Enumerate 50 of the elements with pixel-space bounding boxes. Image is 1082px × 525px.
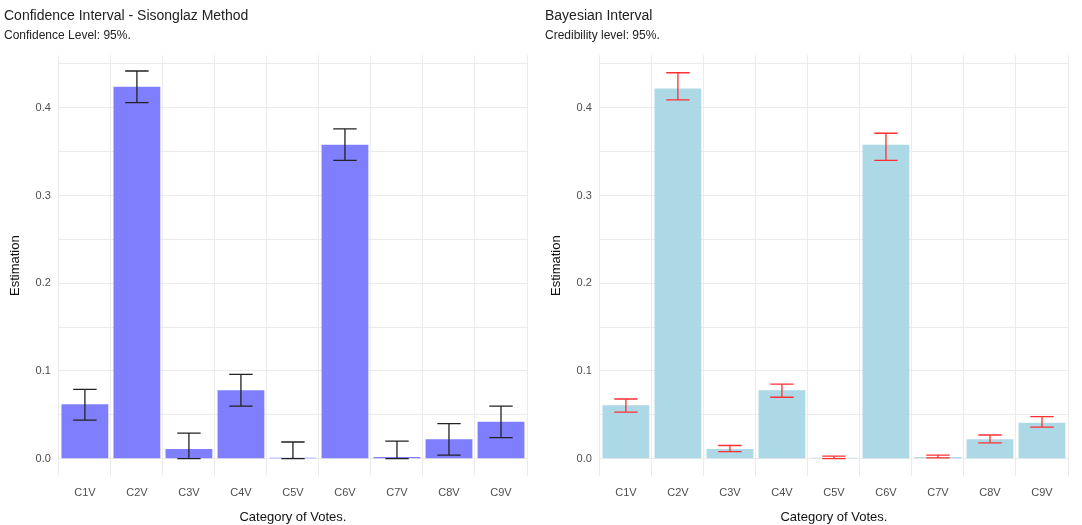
chart-subtitle: Confidence Level: 95%. [4, 28, 131, 43]
bar [425, 439, 473, 459]
x-axis-title: Category of Votes. [239, 508, 347, 524]
x-tick-label: C7V [386, 485, 409, 498]
x-tick-label: C4V [230, 485, 253, 498]
y-tick-label: 0.3 [576, 188, 592, 201]
x-tick-label: C4V [771, 485, 794, 498]
y-tick-label: 0.2 [35, 276, 51, 289]
chart-title: Bayesian Interval [545, 7, 653, 24]
y-axis-title: Estimation [7, 235, 23, 297]
y-tick-label: 0.1 [35, 363, 51, 376]
bar [61, 404, 109, 459]
bar [217, 390, 265, 459]
bar [113, 86, 161, 459]
x-tick-label: C6V [875, 485, 898, 498]
bar [862, 144, 910, 459]
y-tick-label: 0.1 [576, 363, 592, 376]
chart-subtitle: Credibility level: 95%. [545, 28, 660, 43]
y-tick-label: 0.4 [576, 100, 592, 113]
x-tick-label: C7V [927, 485, 950, 498]
x-tick-label: C2V [126, 485, 149, 498]
x-tick-label: C2V [667, 485, 690, 498]
x-tick-label: C5V [282, 485, 305, 498]
bar [165, 449, 213, 459]
bar [758, 390, 806, 459]
y-tick-label: 0.2 [576, 276, 592, 289]
bar [602, 405, 650, 459]
y-tick-label: 0.3 [35, 188, 51, 201]
x-tick-label: C5V [823, 485, 846, 498]
x-tick-label: C8V [979, 485, 1002, 498]
x-axis-title: Category of Votes. [780, 508, 888, 524]
x-tick-label: C6V [334, 485, 357, 498]
x-tick-label: C1V [615, 485, 638, 498]
bar [477, 421, 525, 459]
bar [966, 439, 1014, 459]
y-tick-label: 0.0 [35, 451, 51, 464]
x-tick-label: C3V [178, 485, 201, 498]
x-tick-label: C9V [1031, 485, 1054, 498]
bar [706, 449, 754, 459]
bar [321, 144, 369, 459]
chart-title: Confidence Interval - Sisonglaz Method [4, 7, 249, 24]
bar [1018, 422, 1066, 459]
x-tick-label: C8V [438, 485, 461, 498]
x-tick-label: C1V [74, 485, 97, 498]
bar [654, 88, 702, 459]
y-tick-label: 0.0 [576, 451, 592, 464]
y-axis-title: Estimation [548, 235, 564, 297]
x-tick-label: C3V [719, 485, 742, 498]
y-tick-label: 0.4 [35, 100, 51, 113]
x-tick-label: C9V [490, 485, 513, 498]
